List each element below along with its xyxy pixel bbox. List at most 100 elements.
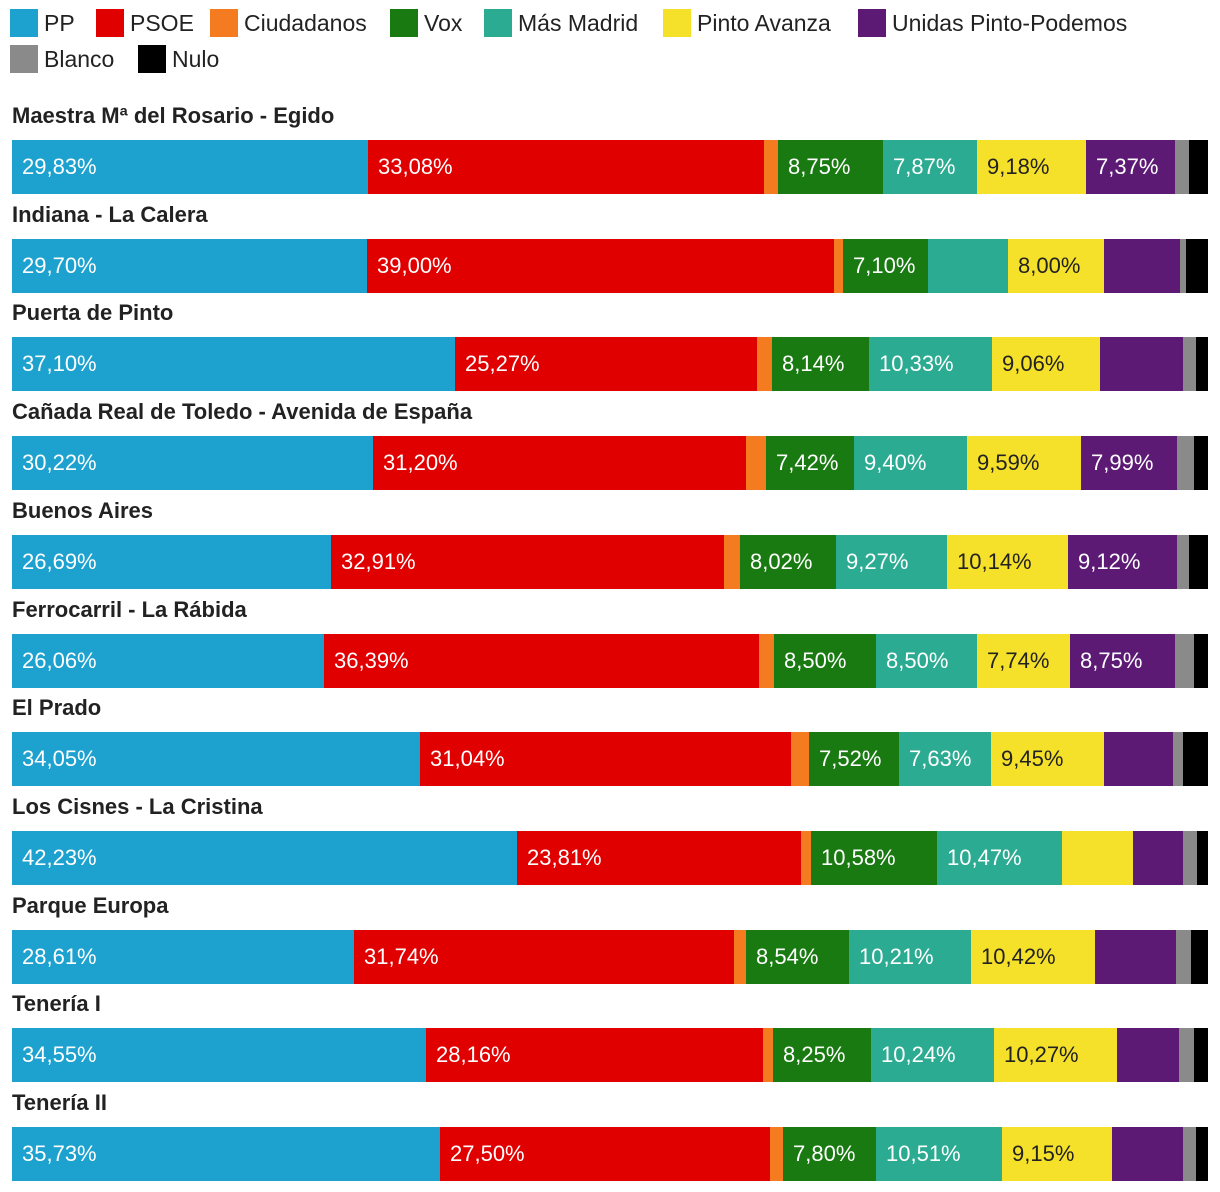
bar-segment-psoe bbox=[440, 1127, 770, 1181]
bar-segment-unidas-pinto-podemos bbox=[1100, 337, 1183, 391]
bar-segment-nulo bbox=[1196, 1127, 1208, 1181]
data-label: 8,75% bbox=[1080, 648, 1143, 673]
bar-segment-blanco bbox=[1177, 436, 1194, 490]
bar-segment-pp bbox=[12, 1127, 440, 1181]
data-label: 26,06% bbox=[22, 648, 97, 673]
data-label: 7,10% bbox=[853, 253, 916, 278]
bar-segment-pinto-avanza bbox=[991, 732, 1104, 786]
bar-segment-psoe bbox=[420, 732, 791, 786]
bar-segment-ciudadanos bbox=[763, 1028, 773, 1082]
bar-segment-blanco bbox=[1180, 239, 1186, 293]
row-title: Los Cisnes - La Cristina bbox=[12, 794, 263, 819]
bar-segment-psoe bbox=[368, 140, 764, 194]
data-label: 10,24% bbox=[881, 1042, 956, 1067]
data-label: 39,00% bbox=[377, 253, 452, 278]
row-title: Indiana - La Calera bbox=[12, 202, 208, 227]
legend-label: Blanco bbox=[44, 45, 115, 72]
legend-swatch-blanco bbox=[10, 45, 38, 73]
bar-segment-blanco bbox=[1183, 337, 1196, 391]
legend-swatch-ciudadanos bbox=[210, 9, 238, 37]
data-label: 8,75% bbox=[788, 154, 851, 179]
bar-segment-vox bbox=[766, 436, 854, 490]
bar-segment-nulo bbox=[1197, 831, 1208, 885]
legend-label: Pinto Avanza bbox=[697, 9, 831, 36]
legend-label: Vox bbox=[424, 9, 463, 36]
bar-segment-psoe bbox=[373, 436, 746, 490]
row-title: Cañada Real de Toledo - Avenida de Españ… bbox=[12, 399, 473, 424]
legend-item-pinto-avanza: Pinto Avanza bbox=[663, 8, 831, 38]
legend-item-nulo: Nulo bbox=[138, 44, 219, 74]
data-label: 27,50% bbox=[450, 1141, 525, 1166]
bar-segment-mas-madrid bbox=[883, 140, 977, 194]
bar-segment-unidas-pinto-podemos bbox=[1104, 732, 1173, 786]
legend-item-mas-madrid: Más Madrid bbox=[484, 8, 638, 38]
data-label: 10,51% bbox=[886, 1141, 961, 1166]
legend-item-blanco: Blanco bbox=[10, 44, 114, 74]
bar-segment-nulo bbox=[1189, 535, 1208, 589]
bar-segment-pp bbox=[12, 337, 455, 391]
data-label: 10,33% bbox=[879, 351, 954, 376]
legend-label: Más Madrid bbox=[518, 9, 639, 36]
data-label: 8,54% bbox=[756, 944, 819, 969]
legend-item-pp: PP bbox=[10, 8, 75, 38]
row-title: El Prado bbox=[12, 695, 102, 720]
bar-segment-nulo bbox=[1196, 337, 1208, 391]
data-label: 7,80% bbox=[793, 1141, 856, 1166]
bar-segment-pp bbox=[12, 436, 373, 490]
bar-segment-nulo bbox=[1189, 140, 1208, 194]
bar-segment-blanco bbox=[1183, 1127, 1196, 1181]
data-label: 7,74% bbox=[987, 648, 1050, 673]
bar-segment-pp bbox=[12, 535, 331, 589]
bar-segment-mas-madrid bbox=[899, 732, 991, 786]
data-label: 30,22% bbox=[22, 450, 97, 475]
bar-segment-vox bbox=[746, 930, 849, 984]
bar-segment-blanco bbox=[1183, 831, 1197, 885]
row-title: Parque Europa bbox=[12, 893, 169, 918]
legend-label: PP bbox=[44, 9, 75, 36]
stacked-bar-row: 30,22% 31,20% 7,42% 9,40% 9,59% 7,99% bbox=[12, 436, 1208, 490]
legend-swatch-mas-madrid bbox=[484, 9, 512, 37]
data-label: 8,50% bbox=[784, 648, 847, 673]
bar-segment-nulo bbox=[1194, 1028, 1208, 1082]
stacked-bar-row: 34,05% 31,04% 7,52% 7,63% 9,45% bbox=[12, 732, 1208, 786]
data-label: 34,05% bbox=[22, 746, 97, 771]
bar-segment-mas-madrid bbox=[937, 831, 1062, 885]
bar-segment-vox bbox=[774, 634, 876, 688]
bar-segment-mas-madrid bbox=[849, 930, 971, 984]
data-label: 8,25% bbox=[783, 1042, 846, 1067]
bar-segment-ciudadanos bbox=[734, 930, 746, 984]
data-label: 33,08% bbox=[378, 154, 453, 179]
data-label: 9,40% bbox=[864, 450, 927, 475]
bar-segment-blanco bbox=[1175, 140, 1189, 194]
bar-segment-pp bbox=[12, 1028, 426, 1082]
bar-segment-nulo bbox=[1186, 239, 1208, 293]
bar-segment-mas-madrid bbox=[876, 1127, 1002, 1181]
data-label: 7,99% bbox=[1091, 450, 1154, 475]
bar-segment-pinto-avanza bbox=[977, 140, 1086, 194]
bar-segment-pinto-avanza bbox=[947, 535, 1068, 589]
bar-segment-pp bbox=[12, 732, 420, 786]
bar-segment-unidas-pinto-podemos bbox=[1095, 930, 1176, 984]
bar-segment-psoe bbox=[367, 239, 834, 293]
data-label: 8,50% bbox=[886, 648, 949, 673]
bar-segment-psoe bbox=[455, 337, 757, 391]
bar-segment-pinto-avanza bbox=[977, 634, 1070, 688]
data-label: 9,15% bbox=[1012, 1141, 1075, 1166]
legend-swatch-nulo bbox=[138, 45, 166, 73]
stacked-bar-row: 34,55% 28,16% 8,25% 10,24% 10,27% bbox=[12, 1028, 1208, 1082]
legend-swatch-psoe bbox=[96, 9, 124, 37]
bar-segment-vox bbox=[772, 337, 869, 391]
bar-segment-blanco bbox=[1176, 930, 1191, 984]
bar-segment-psoe bbox=[354, 930, 734, 984]
data-label: 29,70% bbox=[22, 253, 97, 278]
bar-segment-pinto-avanza bbox=[971, 930, 1095, 984]
bar-segment-pp bbox=[12, 140, 368, 194]
bar-segment-vox bbox=[809, 732, 899, 786]
bar-segment-pp bbox=[12, 239, 367, 293]
legend-item-ciudadanos: Ciudadanos bbox=[210, 8, 367, 38]
row-title: Puerta de Pinto bbox=[12, 300, 174, 325]
data-label: 28,16% bbox=[436, 1042, 511, 1067]
data-label: 7,37% bbox=[1096, 154, 1159, 179]
data-label: 9,18% bbox=[987, 154, 1050, 179]
